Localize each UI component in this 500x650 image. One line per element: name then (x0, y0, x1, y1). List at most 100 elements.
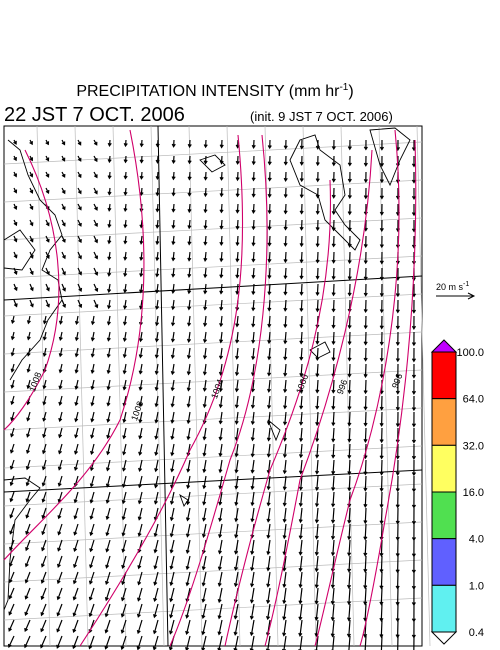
wind-arrow (171, 267, 176, 278)
wind-arrow (411, 156, 417, 168)
wind-arrow (202, 491, 207, 506)
wind-arrow (170, 459, 175, 473)
wind-arrow (136, 635, 143, 650)
wind-arrow (45, 267, 50, 276)
wind-arrow (267, 187, 272, 198)
wind-arrow (40, 619, 47, 633)
wind-arrow (45, 283, 50, 292)
wind-arrow (363, 155, 368, 167)
wind-arrow (395, 315, 400, 330)
wind-arrow (24, 619, 31, 633)
island (179, 493, 189, 507)
wind-arrow (347, 203, 352, 216)
wind-arrow (74, 411, 79, 423)
wind-arrow (93, 299, 99, 309)
wind-arrow (93, 139, 98, 146)
wind-arrow (29, 251, 34, 259)
wind-arrow (331, 331, 336, 346)
grid-line (3, 559, 423, 583)
wind-arrow (123, 219, 128, 229)
wind-arrow (218, 427, 223, 441)
wind-arrow (185, 619, 191, 636)
wind-arrow (89, 523, 95, 537)
wind-arrow (25, 539, 31, 552)
wind-arrow (13, 219, 18, 227)
wind-arrow (10, 315, 15, 325)
wind-arrow (186, 459, 191, 473)
wind-arrow (29, 171, 34, 178)
wind-arrow (77, 139, 82, 146)
wind-arrow (266, 507, 271, 523)
wind-arrow (138, 411, 143, 424)
wind-arrow (233, 571, 239, 588)
colorbar-label: 64.0 (463, 394, 484, 406)
wind-arrow (138, 443, 143, 456)
parallel (3, 275, 423, 301)
wind-arrow (282, 555, 287, 572)
wind-arrow (346, 571, 352, 589)
wind-arrow (154, 379, 159, 392)
wind-arrow (74, 427, 79, 439)
wind-arrow (171, 251, 176, 262)
wind-arrow (171, 235, 176, 246)
wind-arrow (203, 315, 208, 327)
wind-arrow (56, 619, 63, 633)
wind-arrow (219, 299, 224, 311)
wind-arrow (57, 555, 63, 569)
wind-arrow (218, 443, 223, 458)
wind-arrow (379, 267, 384, 281)
lat-lon-grid (3, 125, 431, 647)
wind-arrow (235, 251, 240, 263)
wind-arrow (266, 395, 272, 410)
wind-arrow (107, 267, 112, 277)
wind-arrow (185, 603, 191, 619)
wind-arrow (41, 539, 47, 552)
wind-arrow (139, 267, 144, 278)
grid-line (3, 407, 423, 431)
isobar (169, 134, 268, 647)
wind-arrow (379, 283, 384, 298)
wind-arrow (13, 251, 18, 259)
wind-arrow (8, 587, 15, 600)
wind-arrow (138, 427, 143, 440)
wind-arrow (249, 603, 255, 620)
wind-arrow (380, 635, 383, 650)
wind-arrow (234, 411, 239, 425)
wind-arrow (139, 171, 144, 180)
wind-arrow (24, 603, 31, 616)
wind-arrow (266, 539, 271, 556)
wind-arrow (137, 523, 143, 537)
wind-arrow (266, 491, 271, 507)
wind-arrow (154, 347, 159, 359)
wind-arrow (219, 235, 224, 246)
wind-arrow (347, 251, 352, 265)
wind-arrow (93, 171, 98, 179)
wind-arrow (123, 283, 128, 294)
wind-arrow (411, 379, 417, 395)
wind-arrow (235, 171, 240, 182)
wind-arrow (283, 187, 288, 199)
wind-arrow (331, 395, 336, 411)
wind-arrow (58, 411, 63, 423)
wind-arrow (187, 235, 192, 246)
wind-arrow (202, 475, 207, 490)
isobar (79, 134, 244, 647)
wind-arrow (250, 411, 255, 426)
wind-arrow (411, 427, 417, 444)
wind-arrow (58, 443, 63, 455)
wind-arrow (218, 347, 224, 360)
isobar (3, 149, 60, 431)
wind-arrow (45, 139, 50, 146)
wind-arrow (9, 491, 15, 503)
wind-arrow (331, 491, 336, 508)
wind-arrow (88, 603, 95, 618)
wind-arrow (77, 171, 82, 179)
wind-arrow (298, 443, 304, 459)
wind-arrow (106, 411, 111, 423)
wind-arrow (363, 587, 368, 606)
wind-arrow (137, 491, 143, 505)
wind-arrow (379, 427, 384, 444)
wind-arrow (8, 603, 15, 616)
wind-arrow (45, 187, 50, 195)
